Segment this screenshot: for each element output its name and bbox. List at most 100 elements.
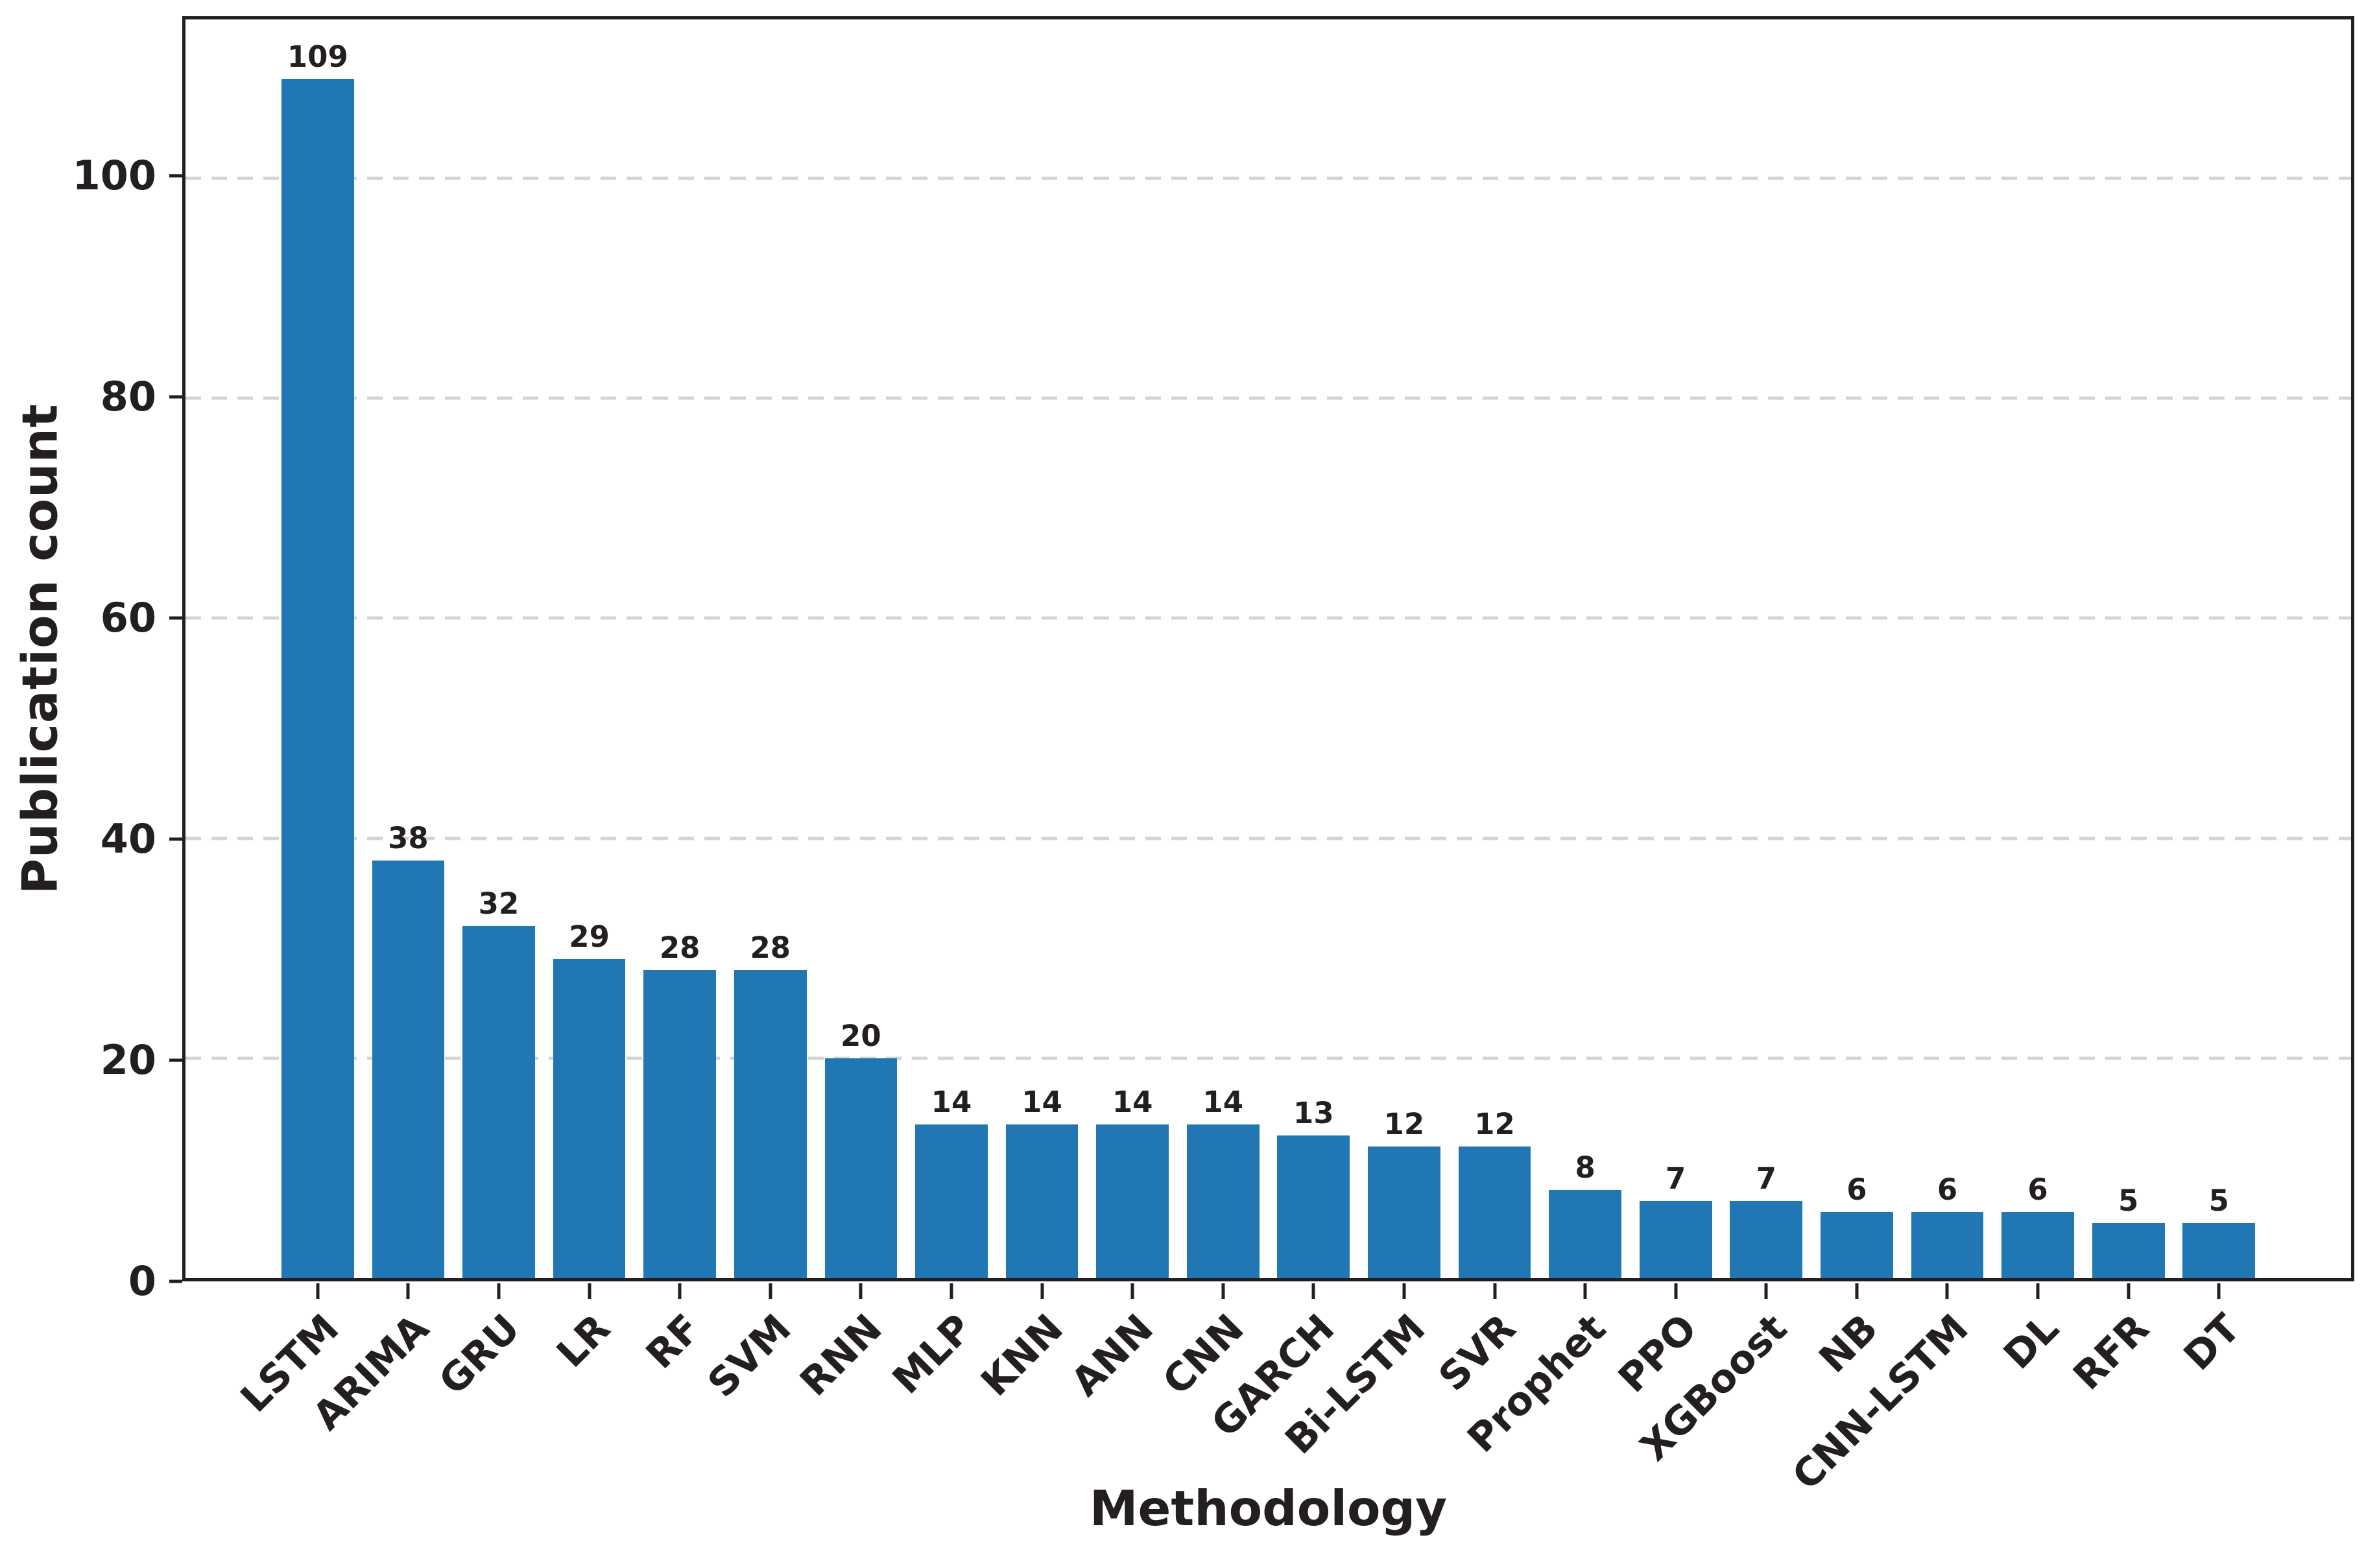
x-tick-mark (1764, 1283, 1768, 1299)
bar-value-label: 6 (1937, 1172, 1958, 1207)
x-tick-label: MLP (884, 1305, 981, 1403)
x-tick-label: RNN (791, 1305, 891, 1405)
bar (1368, 1146, 1440, 1278)
bar-slot: 6 DL (1992, 19, 2083, 1378)
bar-value-label: 6 (2027, 1172, 2048, 1207)
plot-area: 109 LSTM 38 ARIMA 32 GRU 29 LR 28 RF 28 SVM 20 RNN 14 M… (182, 16, 2354, 1499)
bar (1458, 1146, 1531, 1278)
bar-value-label: 29 (569, 920, 610, 955)
y-tick-label: 20 (100, 1036, 156, 1084)
gridline (185, 176, 2351, 180)
x-tick-label: RF (637, 1305, 710, 1378)
bars-container: 109 LSTM 38 ARIMA 32 GRU 29 LR 28 RF 28 SVM 20 RNN 14 M… (185, 19, 2351, 1499)
x-tick-label: SVM (699, 1305, 800, 1407)
bar-value-label: 6 (1846, 1172, 1867, 1207)
y-tick-label: 60 (100, 594, 156, 642)
bar-value-label: 12 (1474, 1106, 1515, 1141)
x-tick-mark (316, 1283, 320, 1299)
bar-value-label: 12 (1383, 1106, 1425, 1141)
bar-slot: 13 GARCH (1203, 19, 1359, 1446)
x-tick-label: ANN (1062, 1305, 1163, 1405)
bar-slot: 20 RNN (791, 19, 907, 1405)
bar-value-label: 14 (931, 1084, 972, 1119)
y-tick-mark (169, 395, 182, 399)
bar-slot: 28 RF (634, 19, 725, 1378)
bar (1639, 1201, 1712, 1278)
bar-value-label: 14 (1202, 1084, 1244, 1119)
bar-value-label: 109 (287, 40, 348, 75)
x-tick-mark (1674, 1283, 1678, 1299)
bar (1911, 1212, 1984, 1278)
x-tick-mark (1040, 1283, 1044, 1299)
bar (462, 926, 535, 1278)
bar-value-label: 38 (388, 820, 429, 855)
bar-value-label: 7 (1666, 1161, 1686, 1196)
bar (734, 970, 807, 1278)
bar-slot: 29 LR (544, 19, 635, 1377)
bar-value-label: 28 (659, 931, 700, 966)
x-tick-label: DL (1995, 1305, 2068, 1379)
bar-slot: 14 MLP (884, 19, 997, 1403)
x-tick-label: NB (1810, 1305, 1887, 1382)
x-tick-mark (1130, 1283, 1134, 1299)
bar (1186, 1124, 1260, 1278)
bar-slot: 14 KNN (972, 19, 1088, 1405)
bar-slot: 38 ARIMA (305, 19, 454, 1439)
bar (1549, 1190, 1621, 1278)
bar-value-label: 20 (841, 1018, 881, 1053)
gridline (185, 837, 2351, 840)
bar-value-label: 14 (1021, 1084, 1062, 1119)
bar (2182, 1223, 2256, 1278)
x-tick-mark (1583, 1283, 1587, 1299)
x-axis-title: Methodology (1089, 1480, 1448, 1537)
bar-slot: 109 LSTM (232, 19, 363, 1421)
bar-slot: 14 ANN (1063, 19, 1178, 1405)
y-tick-label: 0 (128, 1257, 156, 1305)
y-tick-mark (169, 1279, 182, 1283)
y-axis: 0 20 40 60 80 100 (0, 16, 182, 1301)
x-tick-mark (406, 1283, 410, 1299)
x-tick-label: KNN (972, 1305, 1072, 1405)
bar-slot: 5 DT (2173, 19, 2264, 1379)
x-tick-mark (1945, 1283, 1949, 1299)
x-tick-mark (859, 1283, 863, 1299)
bar (372, 860, 445, 1278)
bar-value-label: 7 (1756, 1161, 1776, 1196)
bar (643, 970, 716, 1278)
bar-value-label: 28 (750, 931, 791, 966)
bar (1277, 1135, 1350, 1278)
y-tick-mark (169, 616, 182, 620)
y-tick-mark (169, 1058, 182, 1062)
x-tick-mark (1311, 1283, 1315, 1299)
x-tick-mark (1402, 1283, 1406, 1299)
x-tick-label: DT (2175, 1305, 2249, 1380)
bar-slot: 8 Prophet (1459, 19, 1630, 1462)
bar-slot: 28 SVM (700, 19, 816, 1407)
x-tick-mark (588, 1283, 591, 1299)
bar (1730, 1201, 1803, 1278)
x-tick-mark (678, 1283, 682, 1299)
bar (281, 79, 354, 1278)
x-tick-mark (2217, 1283, 2221, 1299)
gridlines (185, 19, 2351, 1278)
y-tick-label: 80 (100, 373, 156, 421)
gridline (185, 616, 2351, 620)
bar-slot: 5 RFR (2065, 19, 2174, 1399)
bar-slot: 32 GRU (431, 19, 544, 1404)
x-tick-mark (2036, 1283, 2040, 1299)
gridline (185, 396, 2351, 400)
x-tick-mark (1493, 1283, 1497, 1299)
bar-slot: 14 CNN (1154, 19, 1269, 1404)
bar-value-label: 13 (1293, 1095, 1334, 1130)
bar-slot: 12 SVR (1430, 19, 1540, 1400)
bar (2001, 1212, 2074, 1278)
bar-slot: 12 Bi-LSTM (1276, 19, 1450, 1463)
x-tick-mark (769, 1283, 772, 1299)
bar (2092, 1223, 2165, 1278)
x-tick-label: GRU (430, 1305, 529, 1404)
x-tick-mark (2127, 1283, 2131, 1299)
bar (553, 959, 626, 1278)
bar-slot: 7 XGBoost (1632, 19, 1812, 1470)
y-tick-label: 100 (72, 152, 156, 200)
